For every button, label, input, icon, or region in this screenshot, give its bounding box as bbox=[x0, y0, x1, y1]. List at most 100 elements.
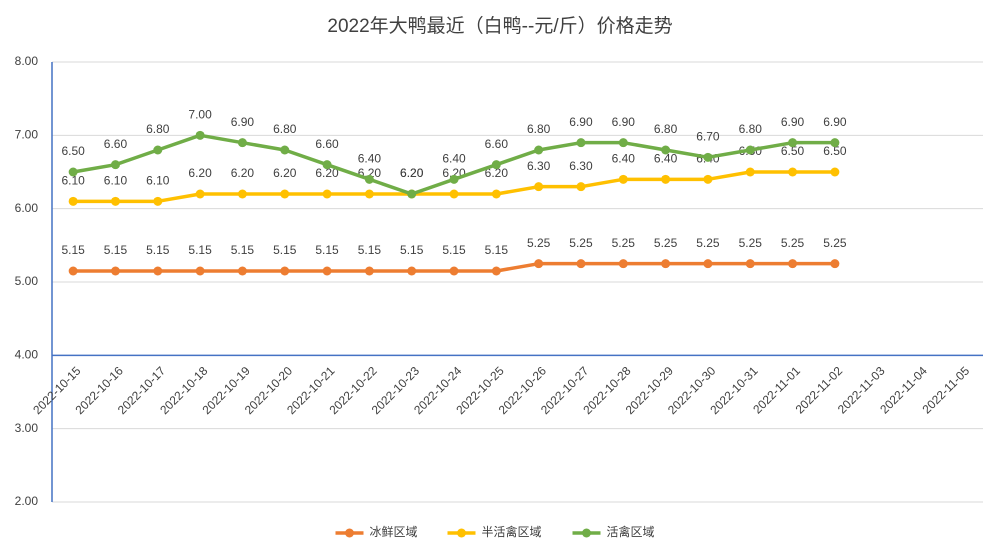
data-label: 6.60 bbox=[315, 137, 339, 151]
data-label: 6.10 bbox=[104, 174, 128, 188]
data-point bbox=[534, 145, 544, 155]
data-label: 6.50 bbox=[61, 144, 85, 158]
data-label: 7.00 bbox=[188, 108, 212, 122]
data-label: 6.90 bbox=[569, 115, 593, 129]
data-point bbox=[703, 259, 713, 269]
data-label: 5.15 bbox=[146, 243, 170, 257]
legend-marker bbox=[582, 528, 591, 538]
data-point bbox=[745, 259, 755, 269]
data-point bbox=[703, 152, 713, 162]
data-point bbox=[280, 189, 290, 199]
data-point bbox=[576, 182, 586, 192]
data-point bbox=[195, 189, 205, 199]
data-point bbox=[364, 266, 374, 276]
data-label: 5.15 bbox=[358, 243, 382, 257]
data-point bbox=[364, 174, 374, 184]
data-label: 6.50 bbox=[781, 144, 805, 158]
data-point bbox=[449, 266, 459, 276]
chart-title: 2022年大鸭最近（白鸭--元/斤）价格走势 bbox=[327, 15, 672, 37]
data-point bbox=[830, 138, 840, 148]
data-point bbox=[68, 196, 78, 206]
data-label: 5.15 bbox=[61, 243, 85, 257]
data-label: 5.25 bbox=[654, 236, 678, 250]
data-label: 6.60 bbox=[485, 137, 509, 151]
data-label: 6.30 bbox=[527, 159, 551, 173]
data-label: 6.80 bbox=[739, 122, 763, 136]
data-point bbox=[195, 266, 205, 276]
data-point bbox=[153, 145, 163, 155]
data-label: 6.40 bbox=[442, 152, 466, 166]
data-label: 5.25 bbox=[569, 236, 593, 250]
data-label: 6.80 bbox=[273, 122, 297, 136]
data-point bbox=[68, 266, 78, 276]
data-point bbox=[491, 266, 501, 276]
data-point bbox=[661, 145, 671, 155]
y-tick-label: 7.00 bbox=[15, 128, 39, 142]
data-label: 5.25 bbox=[696, 236, 720, 250]
data-label: 6.90 bbox=[612, 115, 636, 129]
data-point bbox=[576, 138, 586, 148]
data-label: 6.90 bbox=[781, 115, 805, 129]
data-label: 6.70 bbox=[696, 130, 720, 144]
data-point bbox=[153, 266, 163, 276]
data-label: 5.25 bbox=[823, 236, 847, 250]
data-label: 6.50 bbox=[823, 144, 847, 158]
y-tick-label: 8.00 bbox=[15, 54, 39, 68]
data-point bbox=[280, 145, 290, 155]
data-point bbox=[237, 266, 247, 276]
data-label: 6.60 bbox=[104, 137, 128, 151]
data-point bbox=[110, 160, 120, 170]
data-label: 5.25 bbox=[739, 236, 763, 250]
data-point bbox=[449, 174, 459, 184]
data-point bbox=[237, 189, 247, 199]
data-label: 5.25 bbox=[781, 236, 805, 250]
data-label: 5.15 bbox=[315, 243, 339, 257]
data-point bbox=[491, 160, 501, 170]
data-label: 6.10 bbox=[146, 174, 170, 188]
data-point bbox=[491, 189, 501, 199]
data-label: 6.20 bbox=[315, 166, 339, 180]
data-label: 5.15 bbox=[231, 243, 255, 257]
data-point bbox=[618, 174, 628, 184]
legend-label: 活禽区域 bbox=[607, 524, 655, 539]
data-label: 6.20 bbox=[400, 166, 424, 180]
data-label: 6.40 bbox=[358, 152, 382, 166]
legend-label: 半活禽区域 bbox=[482, 524, 542, 539]
data-point bbox=[280, 266, 290, 276]
data-label: 6.90 bbox=[823, 115, 847, 129]
data-point bbox=[830, 259, 840, 269]
legend-marker bbox=[345, 528, 354, 538]
y-tick-label: 3.00 bbox=[15, 421, 39, 435]
data-point bbox=[407, 266, 417, 276]
data-point bbox=[534, 259, 544, 269]
data-point bbox=[788, 138, 798, 148]
data-point bbox=[322, 160, 332, 170]
data-label: 6.80 bbox=[146, 122, 170, 136]
data-label: 5.15 bbox=[273, 243, 297, 257]
data-point bbox=[153, 196, 163, 206]
data-label: 5.25 bbox=[527, 236, 551, 250]
data-point bbox=[322, 189, 332, 199]
data-label: 6.20 bbox=[485, 166, 509, 180]
legend-marker bbox=[457, 528, 466, 538]
data-label: 6.20 bbox=[400, 166, 424, 180]
data-point bbox=[237, 138, 247, 148]
data-label: 6.40 bbox=[654, 152, 678, 166]
data-point bbox=[788, 259, 798, 269]
data-point bbox=[322, 266, 332, 276]
data-label: 6.10 bbox=[61, 174, 85, 188]
data-label: 6.80 bbox=[654, 122, 678, 136]
data-point bbox=[661, 259, 671, 269]
data-point bbox=[195, 130, 205, 140]
data-label: 6.20 bbox=[231, 166, 255, 180]
data-label: 6.20 bbox=[273, 166, 297, 180]
data-label: 6.20 bbox=[188, 166, 212, 180]
data-point bbox=[830, 167, 840, 177]
data-label: 6.40 bbox=[612, 152, 636, 166]
data-point bbox=[449, 189, 459, 199]
data-label: 5.25 bbox=[612, 236, 636, 250]
y-tick-label: 6.00 bbox=[15, 201, 39, 215]
data-point bbox=[745, 167, 755, 177]
